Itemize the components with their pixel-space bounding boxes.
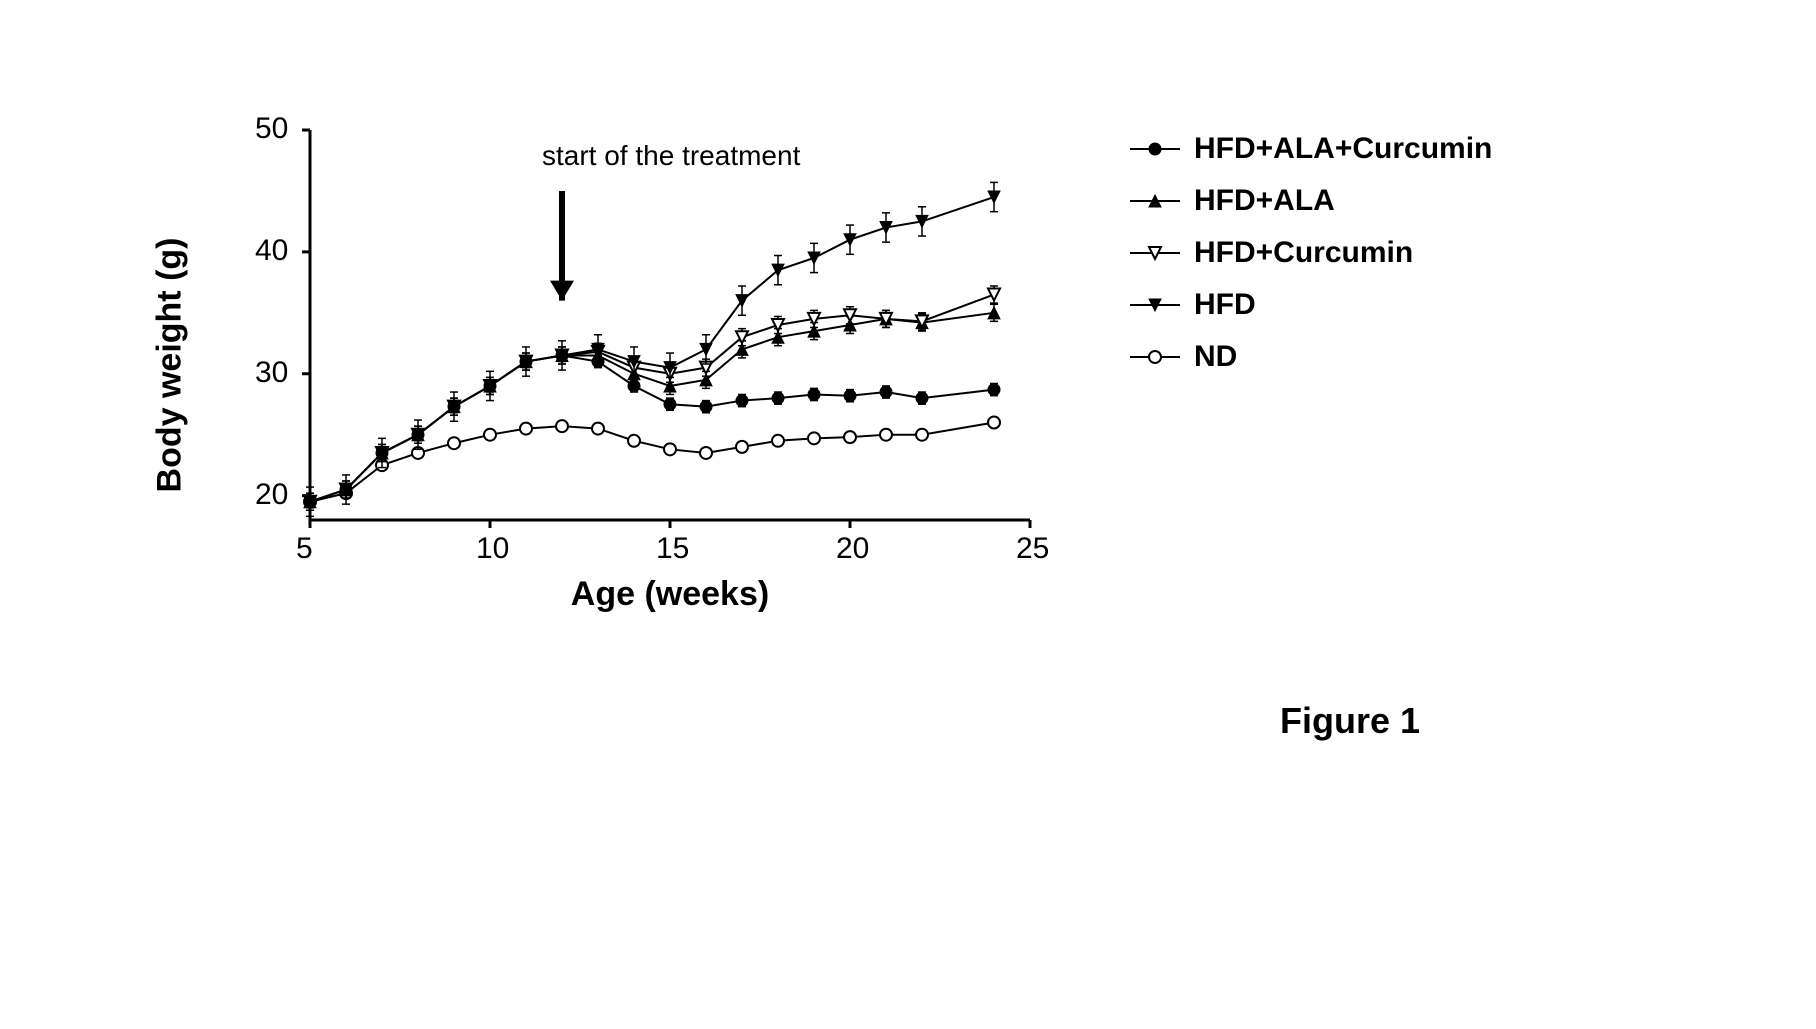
chart-container: Body weight (g) Age (weeks) start of the… [200, 120, 1100, 610]
y-tick-label: 30 [255, 356, 288, 390]
legend-item: ND [1130, 338, 1492, 376]
x-tick-label: 5 [296, 532, 313, 566]
legend-marker-icon [1130, 243, 1180, 263]
chart-legend: HFD+ALA+Curcumin HFD+ALA HFD+Curcumin HFD ND [1130, 130, 1492, 390]
legend-item: HFD [1130, 286, 1492, 324]
legend-marker-icon [1130, 295, 1180, 315]
legend-marker-icon [1130, 139, 1180, 159]
legend-label: HFD+Curcumin [1194, 236, 1413, 270]
legend-marker-icon [1130, 347, 1180, 367]
x-tick-label: 10 [476, 532, 509, 566]
y-tick-label: 50 [255, 112, 288, 146]
legend-label: HFD+ALA [1194, 184, 1335, 218]
y-axis-label: Body weight (g) [151, 238, 190, 493]
x-tick-label: 20 [836, 532, 869, 566]
legend-item: HFD+ALA+Curcumin [1130, 130, 1492, 168]
legend-marker-icon [1130, 191, 1180, 211]
y-tick-label: 40 [255, 234, 288, 268]
legend-label: ND [1194, 340, 1237, 374]
x-tick-label: 15 [656, 532, 689, 566]
legend-item: HFD+ALA [1130, 182, 1492, 220]
figure-caption: Figure 1 [1280, 700, 1420, 742]
x-axis-label: Age (weeks) [571, 575, 769, 614]
chart-svg [200, 120, 1100, 610]
page-root: Body weight (g) Age (weeks) start of the… [0, 0, 1816, 1029]
legend-item: HFD+Curcumin [1130, 234, 1492, 272]
legend-label: HFD+ALA+Curcumin [1194, 132, 1492, 166]
treatment-annotation: start of the treatment [542, 140, 800, 172]
legend-label: HFD [1194, 288, 1256, 322]
x-tick-label: 25 [1016, 532, 1049, 566]
y-tick-label: 20 [255, 478, 288, 512]
